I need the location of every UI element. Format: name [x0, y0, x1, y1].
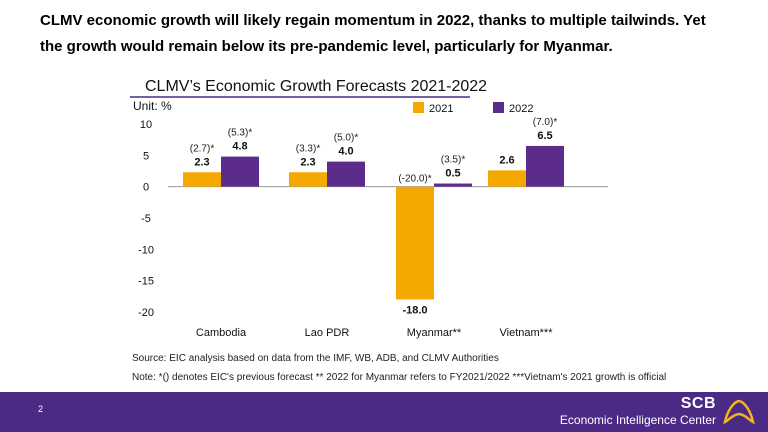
legend: 2021 2022 [413, 102, 533, 115]
legend-label: 2021 [429, 103, 453, 115]
previous-forecast-label: (3.3)* [296, 143, 321, 154]
y-tick-label: -5 [141, 213, 151, 225]
y-tick-label: -15 [138, 276, 154, 288]
brand-name: SCB [680, 395, 716, 412]
bar-2021 [396, 186, 434, 300]
bars [183, 145, 564, 300]
bar-2022 [526, 145, 564, 187]
category-label: Myanmar** [407, 327, 462, 339]
previous-forecast-label: (3.5)* [441, 155, 466, 166]
previous-forecast-label: (2.7)* [190, 143, 215, 154]
legend-swatch-2021 [413, 102, 424, 113]
data-label: 0.5 [445, 168, 460, 180]
footer-bar: 2 SCB Economic Intelligence Center [0, 392, 768, 432]
bar-2022 [327, 161, 365, 187]
bar-2022 [221, 156, 259, 187]
data-label: 4.0 [338, 146, 353, 158]
scb-logo-icon [723, 399, 755, 425]
headline-line-1: CLMV economic growth will likely regain … [40, 12, 706, 29]
bar-2022 [434, 183, 472, 187]
bar-2021 [289, 172, 327, 187]
data-label: -18.0 [402, 304, 427, 316]
category-label: Lao PDR [305, 327, 350, 339]
data-label: 4.8 [232, 141, 247, 153]
category-labels: Cambodia Lao PDR Myanmar** Vietnam*** [196, 327, 553, 339]
source-note: Source: EIC analysis based on data from … [132, 353, 499, 364]
y-tick-label: 10 [140, 119, 152, 131]
data-label: 6.5 [537, 130, 552, 142]
previous-forecast-label: (5.3)* [228, 128, 253, 139]
category-label: Vietnam*** [500, 327, 554, 339]
bar-2021 [183, 172, 221, 187]
y-tick-label: 5 [143, 150, 149, 162]
unit-label: Unit: % [133, 99, 172, 113]
page-number: 2 [38, 404, 44, 414]
previous-forecast-label: (7.0)* [533, 117, 558, 128]
data-label: 2.3 [300, 156, 315, 168]
brand-subtitle: Economic Intelligence Center [559, 413, 716, 427]
data-label: 2.6 [499, 154, 514, 166]
y-tick-label: -10 [138, 244, 154, 256]
bar-2021 [488, 170, 526, 187]
legend-swatch-2022 [493, 102, 504, 113]
headline: CLMV economic growth will likely regain … [40, 8, 740, 60]
headline-line-2: the growth would remain below its pre-pa… [40, 38, 613, 55]
y-tick-label: 0 [143, 182, 149, 194]
legend-label: 2022 [509, 103, 533, 115]
data-label: 2.3 [194, 156, 209, 168]
category-label: Cambodia [196, 327, 247, 339]
brand: SCB Economic Intelligence Center [560, 395, 716, 427]
bar-labels: 2.3 (2.7)* 4.8 (5.3)* 2.3 (3.3)* 4.0 (5.0)* -18.… [190, 117, 558, 317]
chart: CLMV’s Economic Growth Forecasts 2021-20… [130, 78, 608, 339]
previous-forecast-label: (5.0)* [334, 133, 359, 144]
previous-forecast-label: (-20.0)* [398, 174, 431, 185]
footnote: Note: *() denotes EIC's previous forecas… [132, 372, 667, 383]
chart-title: CLMV’s Economic Growth Forecasts 2021-20… [145, 78, 487, 95]
y-tick-label: -20 [138, 307, 154, 319]
